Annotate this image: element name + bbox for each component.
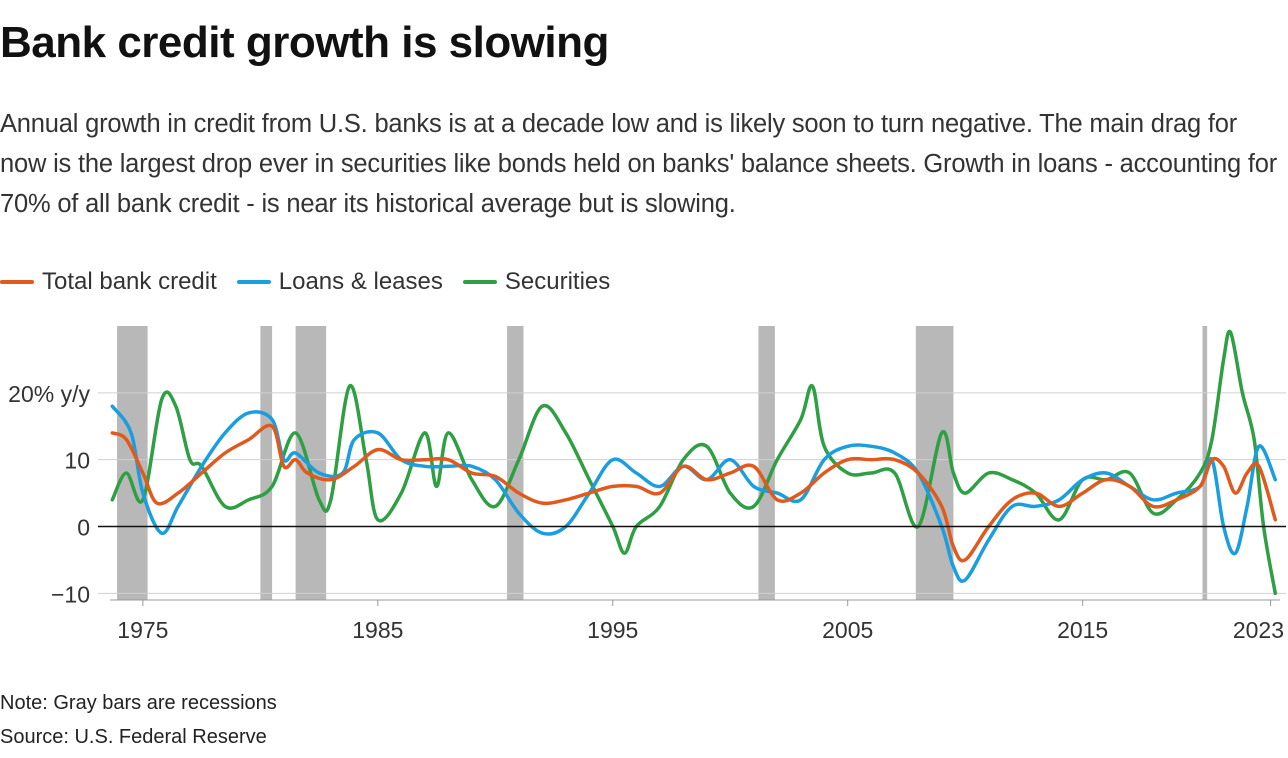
x-tick-label-3: 2005: [822, 617, 873, 643]
recession-bar-1: [260, 326, 273, 600]
chart-subtitle: Annual growth in credit from U.S. banks …: [0, 110, 1278, 218]
x-tick-label-1: 1985: [352, 617, 403, 643]
series-lines: [110, 329, 1278, 596]
x-tick-label-0: 1975: [117, 617, 168, 643]
chart-source: Source: U.S. Federal Reserve: [0, 726, 267, 748]
y-gridlines: [98, 392, 1286, 594]
axes: 20% y/y 10 0 −10 1975 1985 1995 2005 2015 2023: [8, 381, 1286, 643]
legend-swatch-total-bank-credit: [0, 280, 34, 284]
legend-label-loans-leases: Loans & leases: [278, 268, 443, 295]
recession-bar-0: [117, 326, 148, 600]
legend-label-total-bank-credit: Total bank credit: [42, 268, 217, 295]
legend-swatch-loans-leases: [236, 280, 271, 284]
chart-note: Note: Gray bars are recessions: [0, 692, 277, 714]
series-line-loans-leases: [110, 404, 1278, 583]
x-tick-label-5: 2023: [1233, 617, 1284, 643]
legend: Total bank credit Loans & leases Securit…: [0, 266, 630, 298]
chart-title: Bank credit growth is slowing: [0, 18, 609, 67]
recession-bar-3: [507, 326, 524, 600]
legend-swatch-securities: [462, 280, 497, 284]
series-line-total-bank-credit: [110, 423, 1278, 563]
y-tick-label-3: −10: [51, 581, 90, 607]
legend-item-total-bank-credit: Total bank credit: [0, 268, 217, 296]
x-tick-label-2: 1995: [587, 617, 638, 643]
y-tick-label-1: 10: [64, 448, 90, 474]
legend-item-loans-leases: Loans & leases: [236, 268, 443, 296]
line-chart: 20% y/y 10 0 −10 1975 1985 1995 2005 2015 2023: [8, 326, 1286, 643]
y-tick-label-2: 0: [77, 514, 90, 540]
recession-bar-4: [758, 326, 775, 600]
series-line-securities: [110, 329, 1278, 596]
legend-label-securities: Securities: [504, 268, 611, 295]
legend-item-securities: Securities: [462, 268, 611, 296]
x-tick-label-4: 2015: [1057, 617, 1108, 643]
y-tick-label-0: 20% y/y: [8, 381, 90, 407]
